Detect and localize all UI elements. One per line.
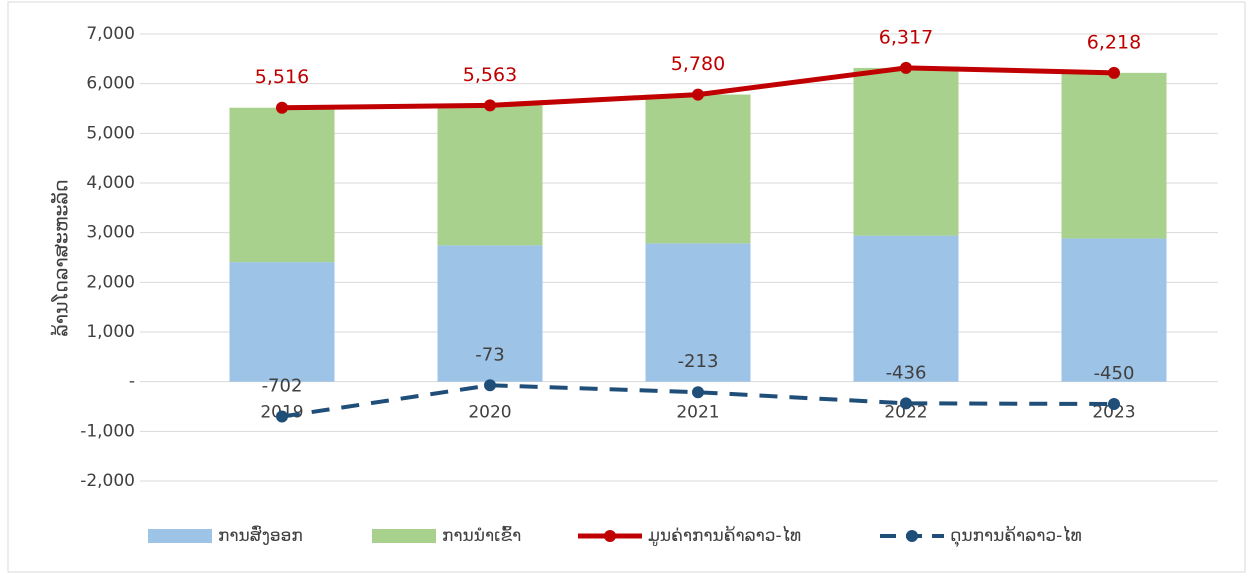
bar bbox=[229, 107, 335, 263]
x-tick-label: 2023 bbox=[1092, 403, 1135, 423]
x-tick-label: 2021 bbox=[676, 403, 719, 423]
bar bbox=[853, 235, 959, 382]
marker bbox=[276, 101, 288, 114]
data-label: 5,563 bbox=[463, 64, 517, 86]
marker bbox=[276, 410, 288, 423]
y-tick-label: 3,000 bbox=[86, 223, 135, 243]
y-tick-label: -2,000 bbox=[80, 471, 135, 491]
legend-swatch bbox=[372, 529, 436, 543]
legend-marker bbox=[604, 530, 616, 542]
bar bbox=[645, 94, 751, 244]
y-tick-label: 7,000 bbox=[86, 24, 135, 44]
x-tick-label: 2022 bbox=[884, 403, 927, 423]
bar bbox=[437, 245, 543, 382]
data-label: -450 bbox=[1094, 363, 1135, 384]
marker bbox=[692, 88, 704, 101]
bar bbox=[1061, 72, 1167, 239]
marker bbox=[1108, 66, 1120, 79]
data-label: 5,516 bbox=[255, 66, 309, 88]
bar bbox=[645, 243, 751, 382]
data-label: -702 bbox=[262, 376, 303, 397]
marker bbox=[692, 386, 704, 399]
data-label: 5,780 bbox=[671, 53, 725, 75]
bar bbox=[229, 262, 335, 382]
marker bbox=[1108, 398, 1120, 411]
marker bbox=[484, 379, 496, 392]
y-axis-label: ລ້ານໂດລາສະຫະລັດ bbox=[49, 179, 72, 336]
y-tick-label: 1,000 bbox=[86, 322, 135, 342]
y-tick-label: 2,000 bbox=[86, 272, 135, 292]
legend-marker bbox=[906, 530, 918, 542]
data-label: -73 bbox=[475, 344, 504, 365]
legend-label: ມູນຄ່າການຄ້າລາວ-ໄທ bbox=[648, 525, 801, 546]
marker bbox=[484, 99, 496, 112]
x-tick-label: 2020 bbox=[468, 403, 511, 423]
chart-border bbox=[7, 1, 1246, 573]
marker bbox=[900, 397, 912, 410]
data-label: 6,317 bbox=[879, 26, 933, 48]
legend-label: ການນຳເຂົ້າ bbox=[442, 524, 521, 546]
y-tick-label: 5,000 bbox=[86, 123, 135, 143]
data-label: 6,218 bbox=[1087, 31, 1141, 53]
y-tick-label: 6,000 bbox=[86, 74, 135, 94]
marker bbox=[900, 61, 912, 74]
bar bbox=[437, 105, 543, 246]
y-tick-label: -1,000 bbox=[80, 421, 135, 441]
legend-swatch bbox=[148, 529, 212, 543]
legend-label: ດຸນການຄ້າລາວ-ໄທ bbox=[950, 525, 1082, 548]
data-label: -436 bbox=[886, 362, 927, 383]
bar bbox=[1061, 238, 1167, 382]
data-label: -213 bbox=[678, 351, 719, 372]
legend-label: ການສົ່ງອອກ bbox=[218, 524, 303, 546]
y-tick-label: 4,000 bbox=[86, 173, 135, 193]
y-tick-label: - bbox=[129, 372, 135, 392]
bar bbox=[853, 67, 959, 236]
line bbox=[281, 383, 1115, 419]
